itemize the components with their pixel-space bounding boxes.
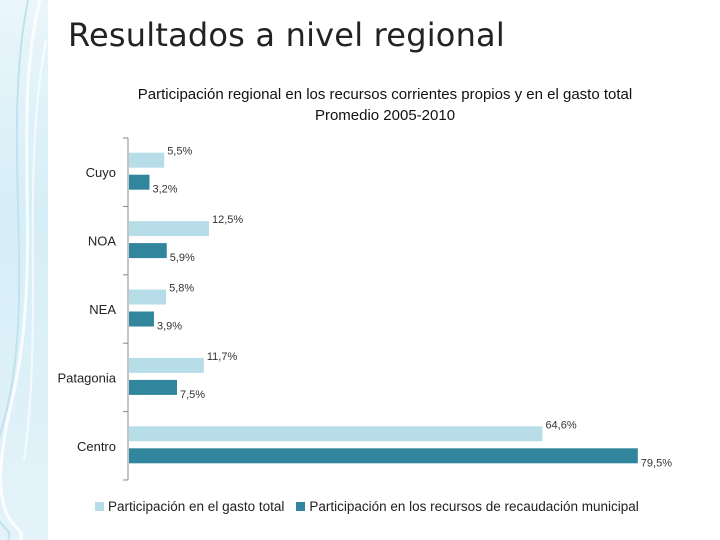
decorative-side-band <box>0 0 48 540</box>
category-label-cuyo: Cuyo <box>86 165 116 180</box>
legend-item-gasto: Participación en el gasto total <box>95 499 284 514</box>
legend-item-recursos: Participación en los recursos de recauda… <box>296 499 639 514</box>
bar-gasto-cuyo <box>129 152 165 168</box>
bar-recursos-centro <box>129 448 638 464</box>
data-label-recursos-nea: 3,9% <box>157 321 182 333</box>
bar-recursos-patagonia <box>129 379 177 395</box>
data-label-gasto-patagonia: 11,7% <box>207 351 238 363</box>
legend-swatch-recursos <box>296 502 306 511</box>
chart-title: Participación regional en los recursos c… <box>80 84 690 126</box>
chart-title-line-1: Participación regional en los recursos c… <box>137 86 633 103</box>
chart-labels: Cuyo 5,5% 3,2% NOA 12,5% 5,9% NEA 5,8% 3,9% Patag… <box>57 146 672 470</box>
category-label-patagonia: Patagonia <box>57 370 116 385</box>
legend-label-recursos: Participación en los recursos de recauda… <box>309 499 639 514</box>
bar-gasto-patagonia <box>129 357 204 373</box>
bar-gasto-nea <box>129 289 167 305</box>
category-label-centro: Centro <box>77 439 116 454</box>
legend-swatch-gasto <box>95 502 104 511</box>
bar-recursos-nea <box>129 311 154 327</box>
data-label-gasto-centro: 64,6% <box>545 419 576 431</box>
category-label-noa: NOA <box>88 234 117 249</box>
bar-gasto-centro <box>129 426 543 442</box>
chart-title-line-2: Promedio 2005-2010 <box>314 107 456 124</box>
bar-gasto-noa <box>129 221 209 237</box>
data-label-recursos-noa: 5,9% <box>170 252 195 264</box>
bar-recursos-noa <box>129 243 167 259</box>
data-label-recursos-centro: 79,5% <box>641 457 672 469</box>
data-label-recursos-patagonia: 7,5% <box>180 389 205 401</box>
legend-label-gasto: Participación en el gasto total <box>108 499 285 514</box>
chart-bars <box>129 152 638 464</box>
decorative-wave-lines <box>0 0 47 540</box>
data-label-recursos-cuyo: 3,2% <box>152 184 177 196</box>
bar-recursos-cuyo <box>129 174 150 190</box>
data-label-gasto-nea: 5,8% <box>169 283 194 295</box>
chart-legend: Participación en el gasto total Particip… <box>95 499 651 514</box>
category-label-nea: NEA <box>89 302 116 317</box>
slide-title: Resultados a nivel regional <box>68 16 505 54</box>
data-label-gasto-noa: 12,5% <box>212 214 243 226</box>
data-label-gasto-cuyo: 5,5% <box>167 146 192 158</box>
chart-axis <box>123 137 129 481</box>
